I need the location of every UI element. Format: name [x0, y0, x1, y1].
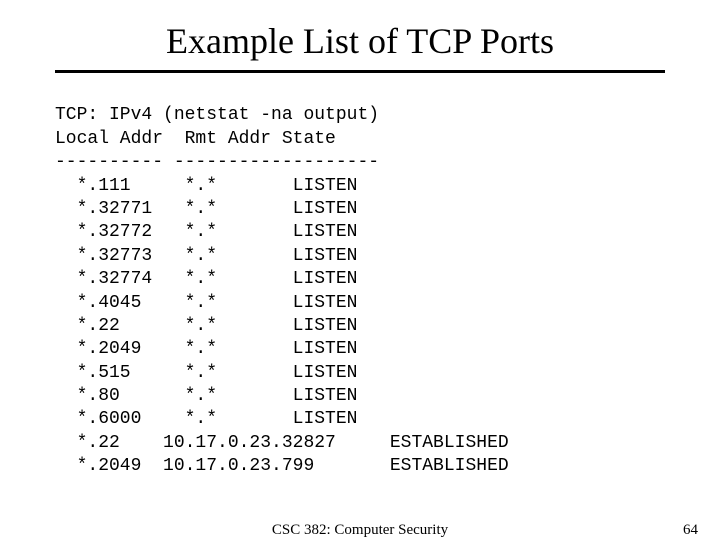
title-divider	[55, 70, 665, 73]
table-rows: *.111 *.* LISTEN *.32771 *.* LISTEN *.32…	[55, 175, 720, 479]
footer-page: 64	[683, 522, 698, 539]
header-line: Local Addr Rmt Addr State	[55, 129, 336, 149]
heading-line: TCP: IPv4 (netstat -na output)	[55, 105, 379, 125]
netstat-output: TCP: IPv4 (netstat -na output) Local Add…	[0, 81, 720, 479]
footer-course: CSC 382: Computer Security	[272, 522, 448, 539]
slide-title: Example List of TCP Ports	[0, 0, 720, 70]
separator-line: ---------- -------------------	[55, 152, 379, 172]
